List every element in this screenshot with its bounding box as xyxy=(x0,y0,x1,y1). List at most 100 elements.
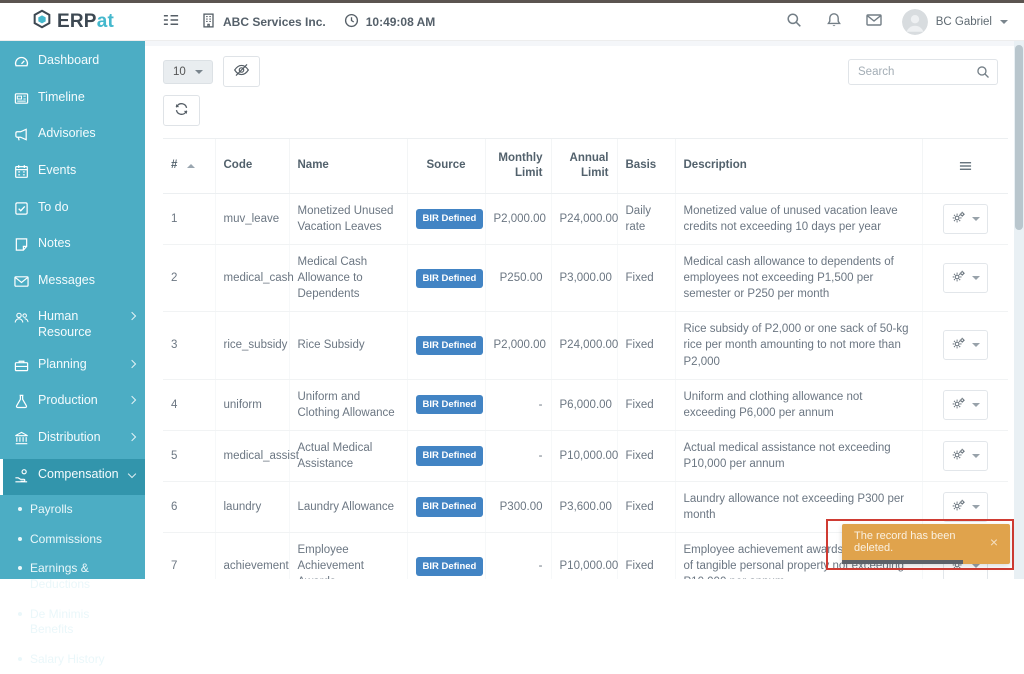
column-header-actions[interactable] xyxy=(921,138,1008,194)
company-name: ABC Services Inc. xyxy=(223,14,326,29)
distribution-icon xyxy=(14,431,29,451)
cogs-icon xyxy=(951,498,966,516)
column-header-description[interactable]: Description xyxy=(674,138,922,194)
sidebar-item-production[interactable]: Production xyxy=(0,385,145,422)
sidebar-subitem-salary-history[interactable]: Salary History xyxy=(0,645,145,674)
cell-description: Actual medical assistance not exceeding … xyxy=(674,430,922,483)
cell-name: Actual Medical Assistance xyxy=(288,430,407,483)
sidebar-item-to-do[interactable]: To do xyxy=(0,192,145,229)
column-visibility-button[interactable] xyxy=(222,56,260,87)
cell-basis: Fixed xyxy=(616,379,675,431)
cell-name: Uniform and Clothing Allowance xyxy=(288,379,407,431)
column-header-monthly-limit[interactable]: Monthly Limit xyxy=(484,138,551,194)
eye-slash-icon xyxy=(233,63,250,80)
cell-monthly-limit: P2,000.00 xyxy=(484,193,551,246)
sidebar-subitem-earnings-deductions[interactable]: Earnings & Deductions xyxy=(0,554,145,599)
sidebar-subitem-payrolls[interactable]: Payrolls xyxy=(0,495,145,525)
sidebar-item-compensation[interactable]: Compensation xyxy=(0,458,145,496)
clock: 10:49:08 AM xyxy=(344,13,435,31)
source-badge: BIR Defined xyxy=(415,268,484,288)
row-actions-button[interactable] xyxy=(942,330,988,361)
sidebar-item-label: Compensation xyxy=(38,466,119,481)
column-header-name[interactable]: Name xyxy=(288,138,407,194)
toast-progress-bar xyxy=(842,560,963,564)
sidebar-item-label: To do xyxy=(38,199,69,214)
cell-name: Medical Cash Allowance to Dependents xyxy=(288,244,407,313)
table-row[interactable]: 4 uniform Uniform and Clothing Allowance… xyxy=(163,379,1008,431)
cell-number: 3 xyxy=(163,311,215,380)
sidebar-subitem-commissions[interactable]: Commissions xyxy=(0,525,145,555)
cogs-icon xyxy=(951,447,966,465)
column-header-code[interactable]: Code xyxy=(214,138,289,194)
table-body: 1 muv_leave Monetized Unused Vacation Le… xyxy=(163,193,1008,579)
sort-asc-icon xyxy=(187,164,196,169)
company-selector[interactable]: ABC Services Inc. xyxy=(201,12,326,31)
table-row[interactable]: 2 medical_cash Medical Cash Allowance to… xyxy=(163,244,1008,313)
page-size-value: 10 xyxy=(173,65,186,78)
sidebar-item-label: Notes xyxy=(38,236,71,251)
toast-close-icon[interactable] xyxy=(988,533,1000,551)
bullet-icon xyxy=(18,611,22,616)
row-actions-button[interactable] xyxy=(942,389,988,420)
production-icon xyxy=(14,394,29,414)
source-badge: BIR Defined xyxy=(415,556,484,576)
chevron-right-icon xyxy=(127,396,137,405)
column-header-source[interactable]: Source xyxy=(406,138,485,194)
sidebar-item-label: Distribution xyxy=(38,429,101,444)
sidebar-item-distribution[interactable]: Distribution xyxy=(0,422,145,459)
app-logo[interactable]: ERPat xyxy=(0,3,145,40)
row-actions-button[interactable] xyxy=(942,263,988,294)
row-actions-button[interactable] xyxy=(942,203,988,234)
sidebar-item-label: Planning xyxy=(38,356,87,371)
cell-basis: Fixed xyxy=(616,430,675,483)
sidebar-item-label: Advisories xyxy=(38,126,96,141)
sidebar-item-timeline[interactable]: Timeline xyxy=(0,82,145,119)
row-actions-button[interactable] xyxy=(942,492,988,523)
table-row[interactable]: 7 achievement Employee Achievement Award… xyxy=(163,532,1008,579)
bullet-icon xyxy=(18,656,22,661)
cell-monthly-limit: - xyxy=(484,430,551,483)
row-actions-button[interactable] xyxy=(942,440,988,471)
sidebar-item-planning[interactable]: Planning xyxy=(0,349,145,386)
refresh-button[interactable] xyxy=(163,95,200,126)
sidebar-item-label: Events xyxy=(38,162,77,177)
cell-description: Medical cash allowance to dependents of … xyxy=(674,244,922,313)
chevron-right-icon xyxy=(127,432,137,442)
cell-description: Rice subsidy of P2,000 or one sack of 50… xyxy=(674,311,922,380)
page-size-select[interactable]: 10 xyxy=(163,59,213,84)
table-search-input[interactable] xyxy=(848,58,998,85)
user-name: BC Gabriel xyxy=(935,15,992,28)
bullet-icon xyxy=(18,507,22,512)
cell-annual-limit: P24,000.00 xyxy=(550,311,618,380)
table-row[interactable]: 1 muv_leave Monetized Unused Vacation Le… xyxy=(163,193,1008,246)
sidebar-item-events[interactable]: Events xyxy=(0,155,145,192)
table-row[interactable]: 6 laundry Laundry Allowance BIR Defined … xyxy=(163,481,1008,534)
source-badge: BIR Defined xyxy=(415,335,484,356)
search-icon xyxy=(786,12,802,31)
user-menu[interactable]: BC Gabriel xyxy=(901,8,1008,35)
global-search-button[interactable] xyxy=(782,8,806,35)
column-header-basis[interactable]: Basis xyxy=(616,138,675,194)
chevron-right-icon xyxy=(127,359,137,368)
user-avatar xyxy=(901,8,928,35)
column-header-num[interactable]: # xyxy=(163,138,215,194)
notifications-button[interactable] xyxy=(822,8,846,35)
chevron-right-icon xyxy=(127,312,137,321)
sidebar-item-label: Messages xyxy=(38,272,95,287)
table-row[interactable]: 3 rice_subsidy Rice Subsidy BIR Defined … xyxy=(163,311,1008,380)
cogs-icon xyxy=(951,396,966,414)
messages-button[interactable] xyxy=(862,8,886,35)
vertical-scrollbar[interactable] xyxy=(1014,41,1024,579)
cell-annual-limit: P6,000.00 xyxy=(550,379,617,431)
sidebar-item-notes[interactable]: Notes xyxy=(0,228,145,265)
sidebar-item-messages[interactable]: Messages xyxy=(0,265,145,302)
table-row[interactable]: 5 medical_assist Actual Medical Assistan… xyxy=(163,430,1008,483)
sidebar-subitem-de-minimis-benefits[interactable]: De Minimis Benefits xyxy=(0,600,145,645)
sidebar-toggle-button[interactable] xyxy=(159,8,183,35)
sidebar-item-dashboard[interactable]: Dashboard xyxy=(0,45,145,82)
sidebar-item-advisories[interactable]: Advisories xyxy=(0,118,145,155)
column-header-annual-limit[interactable]: Annual Limit xyxy=(550,138,617,194)
sidebar-item-human-resource[interactable]: Human Resource xyxy=(0,301,145,348)
cell-basis: Daily rate xyxy=(616,193,675,246)
scrollbar-thumb[interactable] xyxy=(1015,45,1023,230)
